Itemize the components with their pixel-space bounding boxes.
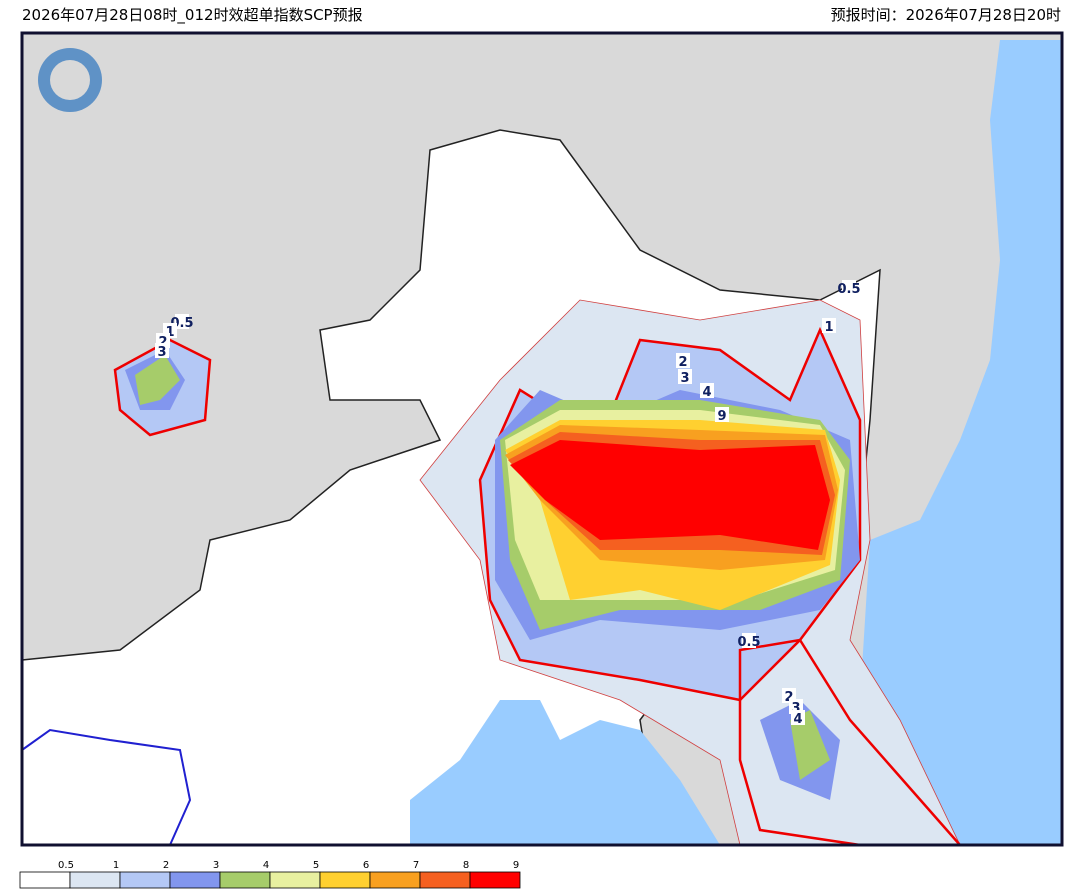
forecast-time: 预报时间：2026年07月28日20时	[830, 6, 1061, 24]
logo	[38, 48, 102, 112]
legend: 0.5 1 2 3 4 5 6 7 8 9	[19, 860, 521, 889]
legend-tick-label: 6	[363, 860, 369, 871]
legend-tick-label: 0.5	[58, 860, 74, 871]
contour-label-box	[678, 369, 692, 384]
map-frame	[20, 31, 1064, 847]
contour-label-box	[791, 710, 805, 725]
contour-label: 0.5	[837, 282, 860, 297]
legend-swatch	[19, 871, 71, 889]
contour-label: 3	[680, 371, 689, 386]
contour-label: 0.5	[737, 635, 760, 650]
contour-label-box	[742, 633, 756, 648]
map-title: 2026年07月28日08时_012时效超单指数SCP预报	[22, 6, 363, 24]
lake-region	[21, 728, 192, 846]
contour-label-box	[842, 280, 856, 295]
contour-label: 3	[791, 701, 800, 716]
legend-tick-label: 4	[263, 860, 269, 871]
contour-label: 1	[165, 325, 174, 340]
legend-tick-label: 2	[163, 860, 169, 871]
contour-label-box	[155, 343, 169, 358]
contour-label-box	[822, 318, 836, 333]
legend-swatch	[469, 871, 521, 889]
sea	[860, 40, 1062, 845]
legend-tick-label: 7	[413, 860, 419, 871]
legend-swatch	[169, 871, 221, 889]
contour-label: 2	[158, 335, 167, 350]
contour-label-box	[676, 353, 690, 368]
contour-label: 4	[793, 712, 802, 727]
legend-swatch	[369, 871, 421, 889]
contour-label-box	[715, 407, 729, 422]
contour-label: 1	[824, 320, 833, 335]
contour-label: 2	[784, 690, 793, 705]
contour-label: 4	[702, 385, 711, 400]
legend-swatch	[69, 871, 121, 889]
legend-swatch	[269, 871, 321, 889]
legend-tick-label: 8	[463, 860, 469, 871]
legend-tick-label: 1	[113, 860, 119, 871]
legend-swatch	[119, 871, 171, 889]
contour-label-box	[700, 383, 714, 398]
legend-tick-label: 3	[213, 860, 219, 871]
legend-tick-label: 5	[313, 860, 319, 871]
contour-label: 9	[717, 409, 726, 424]
legend-swatch	[419, 871, 471, 889]
legend-tick-label: 9	[513, 860, 519, 871]
contour-label: 2	[678, 355, 687, 370]
contour-label-box	[175, 314, 189, 329]
scp-contours	[113, 299, 963, 847]
legend-swatch	[319, 871, 371, 889]
contour-label: 3	[157, 345, 166, 360]
bohai-sea	[410, 700, 720, 845]
legend-swatch	[219, 871, 271, 889]
